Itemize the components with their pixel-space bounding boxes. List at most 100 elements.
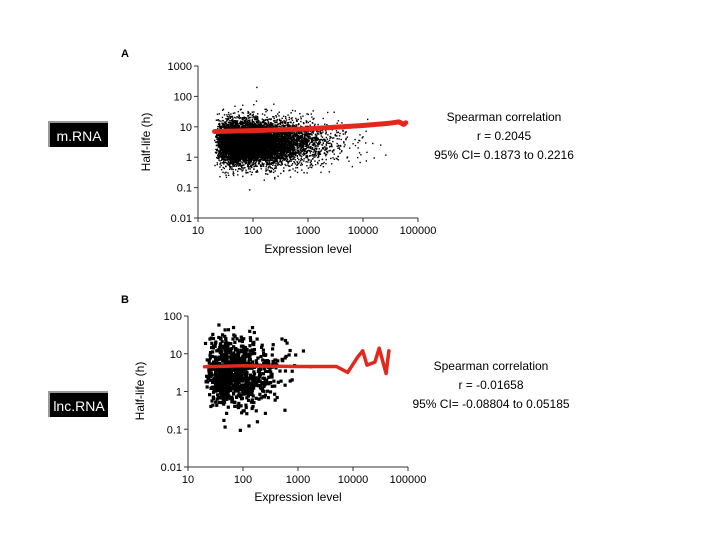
data-point: [287, 132, 289, 134]
data-point: [249, 153, 252, 155]
data-point: [291, 151, 293, 154]
data-point: [270, 146, 273, 149]
data-point: [283, 119, 285, 122]
data-point: [272, 116, 274, 118]
data-point: [275, 116, 278, 118]
data-point: [337, 159, 340, 161]
data-point: [253, 168, 255, 170]
data-point: [306, 165, 308, 167]
data-point: [253, 103, 255, 106]
data-point: [311, 132, 313, 134]
data-point: [272, 153, 274, 156]
data-point: [288, 145, 290, 147]
data-point: [303, 138, 306, 141]
data-point: [352, 143, 354, 145]
data-point: [279, 119, 282, 122]
data-point: [301, 144, 303, 146]
data-point: [273, 103, 275, 105]
data-point: [221, 158, 223, 160]
data-point: [321, 147, 324, 149]
data-point: [242, 125, 244, 128]
data-point: [281, 117, 283, 120]
data-point: [260, 165, 262, 168]
data-point: [293, 133, 295, 136]
data-point: [222, 108, 225, 111]
data-point: [228, 168, 231, 170]
data-point: [223, 157, 226, 159]
data-point: [284, 125, 286, 127]
data-point: [221, 124, 224, 126]
data-point: [256, 171, 259, 173]
data-point: [270, 157, 273, 159]
data-point: [296, 141, 299, 143]
data-point: [262, 150, 265, 152]
data-point: [314, 156, 316, 158]
data-point: [285, 117, 287, 120]
data-point: [259, 156, 261, 158]
data-point: [295, 132, 298, 134]
data-point: [246, 126, 248, 129]
data-point: [379, 144, 382, 146]
data-point: [319, 141, 322, 144]
data-point: [228, 120, 231, 122]
data-point: [304, 153, 306, 156]
data-point: [253, 121, 255, 124]
data-point: [344, 133, 346, 135]
data-point: [361, 137, 363, 139]
data-point: [296, 157, 299, 159]
data-point: [305, 146, 308, 148]
data-point: [319, 151, 321, 154]
data-point: [244, 121, 247, 124]
data-point: [314, 140, 316, 142]
data-point: [266, 119, 268, 121]
data-point: [303, 142, 306, 144]
data-point: [306, 113, 308, 115]
data-point: [265, 111, 267, 113]
data-point: [268, 160, 270, 162]
data-point: [224, 154, 226, 157]
data-point: [276, 121, 278, 124]
data-point: [219, 160, 221, 162]
data-point: [305, 121, 308, 124]
data-point: [286, 149, 288, 152]
data-point: [244, 116, 247, 119]
data-point: [337, 120, 340, 122]
data-point: [246, 155, 248, 157]
data-point: [277, 175, 279, 177]
data-point: [255, 115, 257, 117]
data-point: [267, 118, 269, 121]
data-point: [314, 160, 316, 162]
data-point: [241, 170, 243, 172]
data-point: [344, 131, 347, 133]
data-point: [239, 120, 242, 122]
data-point: [302, 154, 305, 156]
data-point: [243, 119, 245, 122]
data-point: [231, 122, 233, 125]
data-point: [306, 172, 308, 174]
data-point: [256, 117, 259, 119]
data-point: [266, 116, 268, 119]
data-point: [336, 122, 338, 124]
data-point: [340, 138, 342, 141]
data-point: [300, 154, 302, 156]
data-point: [286, 136, 289, 138]
data-point: [309, 142, 311, 144]
data-point: [288, 124, 291, 126]
data-point: [229, 120, 232, 122]
data-point: [316, 133, 318, 135]
data-point: [282, 159, 284, 162]
data-point: [336, 158, 338, 160]
data-point: [312, 148, 314, 150]
data-point: [333, 111, 335, 113]
data-point: [306, 141, 308, 143]
panel-a-scatter-points: [214, 86, 387, 191]
data-point: [251, 119, 253, 122]
data-point: [292, 123, 294, 125]
data-point: [220, 143, 223, 145]
data-point: [216, 162, 219, 164]
data-point: [282, 148, 285, 150]
data-point: [275, 167, 277, 169]
data-point: [232, 112, 235, 115]
data-point: [251, 115, 254, 117]
